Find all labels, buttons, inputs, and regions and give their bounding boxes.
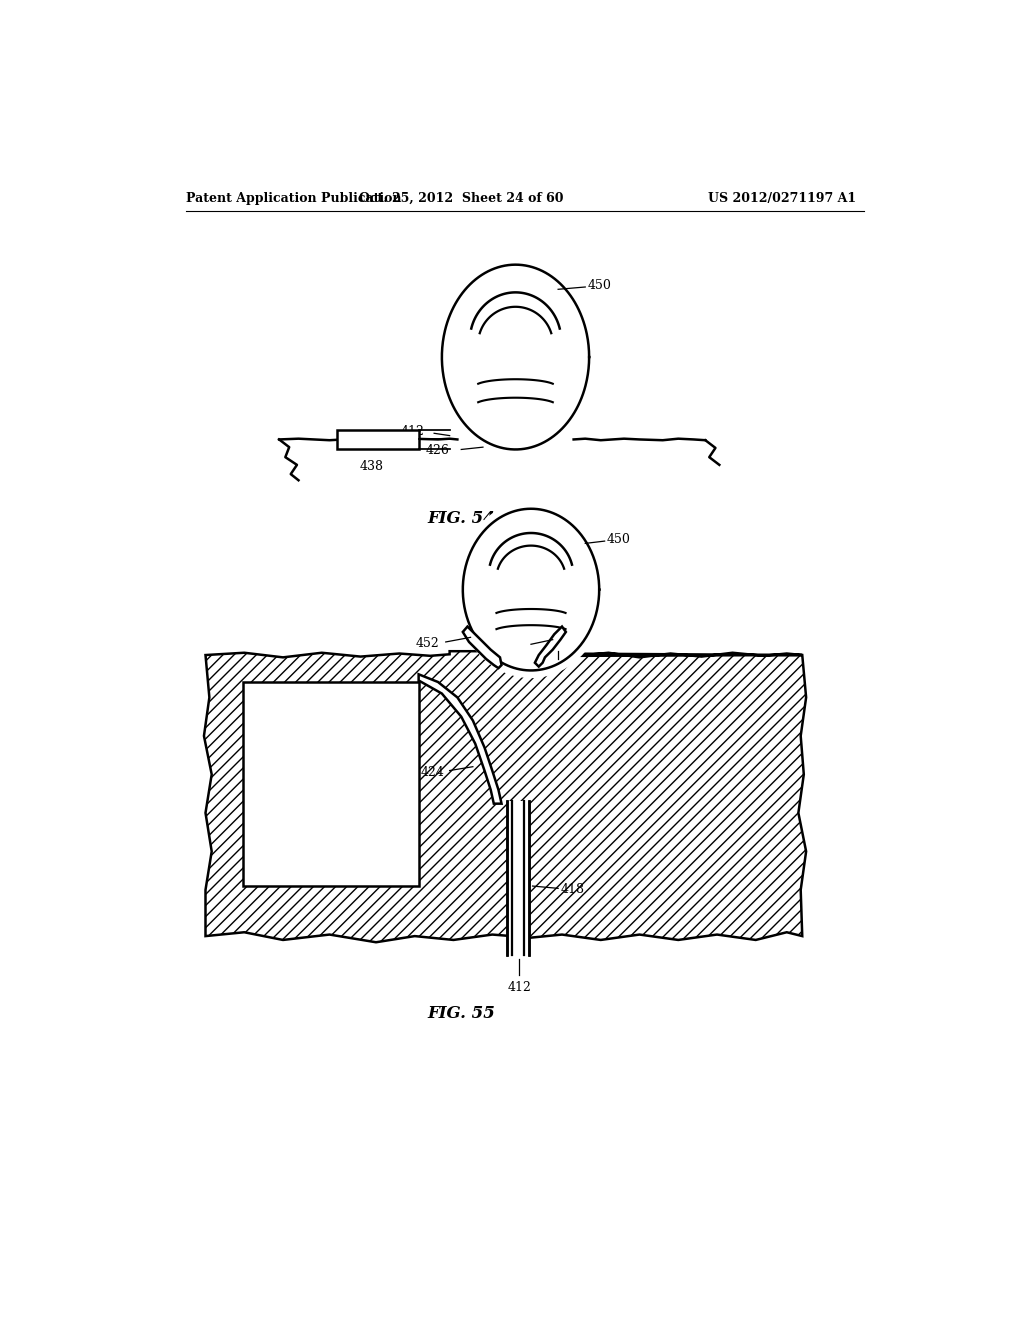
Ellipse shape: [455, 502, 607, 678]
Text: 418: 418: [560, 883, 585, 896]
Text: 454: 454: [503, 639, 527, 652]
Text: 422: 422: [314, 779, 341, 793]
Text: Patent Application Publication: Patent Application Publication: [186, 191, 401, 205]
Text: 426: 426: [426, 445, 450, 458]
Text: Oct. 25, 2012  Sheet 24 of 60: Oct. 25, 2012 Sheet 24 of 60: [359, 191, 563, 205]
Text: 424: 424: [420, 766, 444, 779]
Text: 438: 438: [360, 459, 384, 473]
Text: 450: 450: [607, 533, 631, 546]
Polygon shape: [419, 675, 502, 804]
Text: 412: 412: [400, 425, 424, 438]
Text: 450: 450: [588, 279, 611, 292]
Text: 426: 426: [560, 643, 585, 656]
Polygon shape: [463, 627, 502, 668]
Polygon shape: [204, 651, 806, 942]
Polygon shape: [535, 627, 566, 667]
Text: 412: 412: [508, 981, 531, 994]
Text: FIG. 54: FIG. 54: [427, 511, 496, 527]
Text: FIG. 55: FIG. 55: [427, 1005, 496, 1022]
Bar: [243, 682, 419, 886]
Text: 452: 452: [416, 638, 439, 649]
Text: US 2012/0271197 A1: US 2012/0271197 A1: [709, 191, 856, 205]
Bar: [507, 801, 528, 956]
Bar: [337, 430, 419, 449]
